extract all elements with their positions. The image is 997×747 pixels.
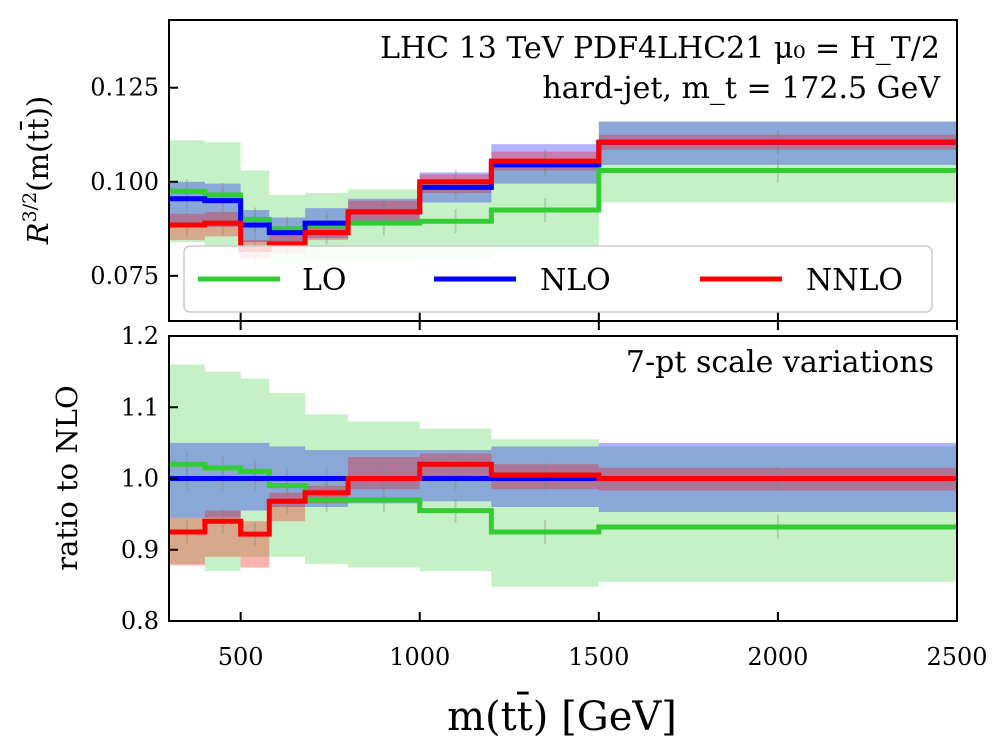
x-axis-label: m(tt̄) [GeV] — [447, 691, 677, 740]
top-line-nlo — [169, 139, 957, 236]
top-y-label-arg: (m(tt̄)) — [19, 96, 55, 192]
bottom-band-nnlo-bin-3 — [269, 492, 306, 522]
top-ytick-label-0: 0.075 — [90, 262, 159, 290]
legend-frame — [183, 245, 933, 313]
top-annotation-line-1: LHC 13 TeV PDF4LHC21 μ₀ = H_T/2 — [380, 31, 940, 66]
top-line-nnlo — [169, 139, 957, 253]
legend-label-nlo: NLO — [540, 263, 611, 298]
bottom-band-lo-bin-6 — [419, 428, 492, 572]
bottom-ytick-label-0: 0.8 — [121, 607, 159, 635]
bottom-band-lo-bin-8 — [598, 446, 957, 582]
bottom-band-lo-bin-2 — [240, 378, 270, 557]
bottom-ytick-label-1: 0.9 — [121, 536, 159, 564]
top-line-lo — [169, 168, 957, 232]
bottom-ytick-label-3: 1.1 — [121, 393, 159, 421]
top-y-label-main: R — [21, 222, 55, 245]
top-y-axis-label: R3/2(m(tt̄)) — [19, 96, 55, 245]
top-panel: 0.075 0.100 0.125 LHC 13 TeV PDF4LHC21 μ₀ … — [19, 19, 958, 330]
bottom-band-nnlo-bin-5 — [348, 457, 420, 490]
xtick-label-4: 2500 — [926, 643, 987, 671]
legend-label-nnlo: NNLO — [806, 263, 903, 298]
bottom-band-nnlo-bin-0 — [169, 517, 205, 566]
bottom-ytick-label-2: 1.0 — [121, 465, 159, 493]
top-y-label-sup: 3/2 — [19, 192, 41, 223]
top-annotation-line-2: hard-jet, m_t = 172.5 GeV — [542, 71, 941, 106]
xtick-label-2: 1500 — [568, 643, 629, 671]
top-axis: 0.075 0.100 0.125 — [90, 74, 958, 330]
top-band-lo-bin-2 — [240, 170, 270, 258]
top-band-nlo-bin-1 — [204, 183, 241, 227]
top-band-nlo-bin-0 — [169, 181, 205, 224]
xtick-label-3: 2000 — [747, 643, 808, 671]
top-ytick-label-1: 0.100 — [90, 168, 159, 196]
bottom-band-nnlo-bin-1 — [204, 510, 241, 557]
legend-label-lo: LO — [302, 263, 347, 298]
bottom-ytick-label-4: 1.2 — [121, 322, 159, 350]
top-ytick-label-2: 0.125 — [90, 74, 159, 102]
legend: LO NLO NNLO — [183, 245, 933, 313]
bottom-y-axis-label: ratio to NLO — [50, 385, 84, 571]
bottom-axis: 0.8 0.9 1.0 1.1 1.2 500 1000 1500 2000 2500 — [121, 322, 988, 671]
bottom-line-nnlo — [169, 461, 957, 537]
top-band-lo-bin-8 — [598, 121, 957, 203]
bottom-band-lo-bin-5 — [348, 421, 420, 568]
bottom-plot-area — [169, 364, 957, 587]
top-panel-frame — [168, 19, 958, 322]
bottom-band-lo-bin-3 — [269, 393, 306, 557]
bottom-annotation: 7-pt scale variations — [626, 345, 934, 380]
xtick-label-0: 500 — [218, 643, 264, 671]
bottom-panel: 0.8 0.9 1.0 1.1 1.2 500 1000 1500 2000 2500 7-pt … — [50, 322, 988, 671]
bottom-band-nnlo-bin-2 — [240, 521, 270, 568]
bottom-band-lo-bin-7 — [491, 439, 599, 587]
bottom-band-nlo-bin-6 — [419, 450, 492, 502]
xtick-label-1: 1000 — [389, 643, 450, 671]
bottom-band-lo-bin-1 — [204, 371, 241, 572]
bottom-band-lo-bin-4 — [305, 414, 349, 564]
bottom-clip-group — [169, 364, 957, 587]
